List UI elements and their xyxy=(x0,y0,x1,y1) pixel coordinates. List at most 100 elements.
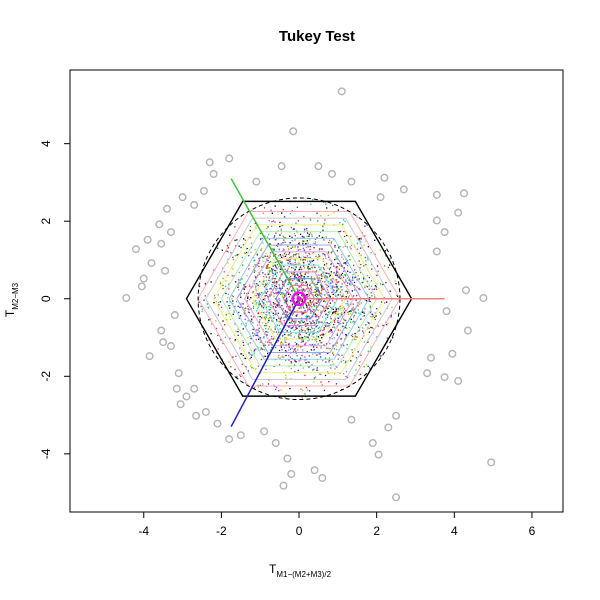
dense-point xyxy=(319,269,321,271)
dense-point xyxy=(354,332,356,335)
dense-point xyxy=(279,293,282,296)
dense-point xyxy=(284,293,286,295)
y-axis-label: TM2−M3 xyxy=(3,282,20,317)
dense-point xyxy=(302,243,304,245)
dense-point xyxy=(346,292,349,294)
dense-point xyxy=(359,239,361,241)
dense-point xyxy=(247,320,249,322)
dense-point xyxy=(234,340,236,342)
dense-point xyxy=(303,267,305,269)
dense-point xyxy=(341,286,343,288)
dense-point xyxy=(257,347,259,349)
dense-point xyxy=(241,353,243,355)
dense-point xyxy=(382,283,384,286)
dense-point xyxy=(299,322,302,324)
dense-point xyxy=(240,323,243,325)
dense-point xyxy=(304,343,306,346)
dense-point xyxy=(339,305,341,308)
dense-point xyxy=(366,257,369,259)
dense-point xyxy=(342,246,344,248)
dense-point xyxy=(283,216,286,218)
dense-point xyxy=(249,358,251,360)
dense-point xyxy=(322,329,324,332)
dense-point xyxy=(329,337,331,339)
dense-point xyxy=(319,279,322,282)
dense-point xyxy=(351,308,353,310)
dense-point xyxy=(255,287,257,289)
dense-point xyxy=(255,277,257,279)
dense-point xyxy=(328,268,330,270)
dense-point xyxy=(310,309,313,312)
dense-point xyxy=(252,335,255,337)
x-tick-label: 6 xyxy=(529,524,536,538)
dense-point xyxy=(345,319,347,322)
dense-point xyxy=(289,356,291,358)
dense-point xyxy=(281,355,283,357)
chart-title: Tukey Test xyxy=(279,28,355,45)
dense-point xyxy=(329,330,331,333)
dense-point xyxy=(290,247,292,249)
dense-point xyxy=(303,321,306,323)
dense-point xyxy=(327,352,329,355)
dense-point xyxy=(339,245,341,248)
dense-point xyxy=(367,365,369,367)
dense-point xyxy=(339,316,341,318)
dense-point xyxy=(332,204,334,206)
dense-point xyxy=(282,308,284,310)
dense-point xyxy=(317,297,319,299)
dense-point xyxy=(295,350,297,353)
dense-point xyxy=(298,280,301,283)
dense-point xyxy=(268,220,270,222)
dense-point xyxy=(258,330,260,332)
dense-point xyxy=(249,237,252,239)
dense-point xyxy=(350,334,353,337)
dense-point xyxy=(253,349,256,351)
dense-point xyxy=(250,251,252,254)
dense-point xyxy=(360,238,362,240)
dense-point xyxy=(282,248,285,250)
dense-point xyxy=(329,267,332,269)
dense-point xyxy=(323,239,325,241)
dense-point xyxy=(297,335,300,338)
dense-point xyxy=(317,279,319,281)
dense-point xyxy=(331,352,334,354)
dense-point xyxy=(300,359,302,361)
dense-point xyxy=(275,289,277,291)
dense-point xyxy=(258,306,260,308)
dense-point xyxy=(329,274,331,276)
dense-point xyxy=(297,289,299,291)
dense-point xyxy=(374,318,376,321)
dense-point xyxy=(258,296,260,299)
dense-point xyxy=(304,323,306,326)
dense-point xyxy=(297,220,300,222)
dense-point xyxy=(340,344,342,346)
contour-hexagon xyxy=(244,251,354,347)
dense-point xyxy=(325,283,327,285)
dense-point xyxy=(274,273,277,275)
dense-point xyxy=(281,295,284,297)
dense-point xyxy=(350,244,353,246)
dense-point xyxy=(339,329,342,331)
dense-point xyxy=(315,376,317,378)
dense-point xyxy=(307,246,309,248)
dense-point xyxy=(275,291,277,294)
dense-point xyxy=(317,309,320,311)
dense-point xyxy=(353,264,355,266)
dense-point xyxy=(244,239,246,241)
dense-point xyxy=(235,355,237,357)
dense-point xyxy=(325,276,327,278)
dense-point xyxy=(334,312,336,314)
dense-point xyxy=(321,289,323,291)
dense-point xyxy=(289,330,292,333)
outlier-point xyxy=(318,473,327,482)
dense-point xyxy=(229,301,231,303)
dense-point xyxy=(297,274,299,276)
dense-point xyxy=(341,254,343,256)
dense-point xyxy=(318,326,321,329)
dense-point xyxy=(330,364,332,366)
dense-point xyxy=(258,272,260,274)
dense-point xyxy=(243,252,245,254)
dense-point xyxy=(314,288,316,291)
dense-point xyxy=(280,255,282,257)
dense-point xyxy=(307,276,309,278)
